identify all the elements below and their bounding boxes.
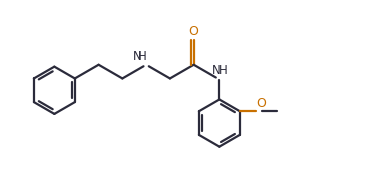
Text: N: N bbox=[212, 64, 220, 77]
Text: O: O bbox=[189, 25, 199, 38]
Text: H: H bbox=[138, 50, 147, 63]
Text: O: O bbox=[256, 97, 266, 110]
Text: N: N bbox=[134, 50, 142, 63]
Text: H: H bbox=[219, 64, 228, 77]
